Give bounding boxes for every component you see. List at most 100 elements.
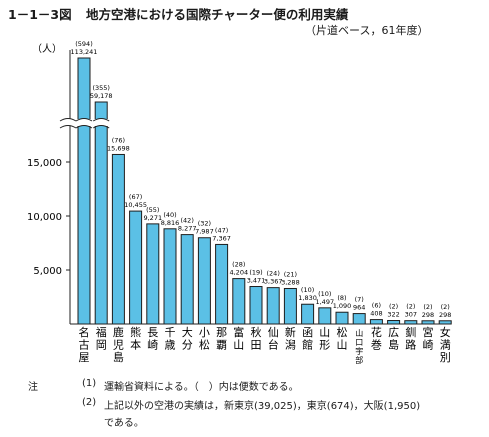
flight-count-label: (67) — [129, 193, 142, 201]
bar — [266, 287, 280, 325]
x-tick-label: 名古屋 — [79, 325, 90, 364]
x-tick-label: 女満別 — [440, 325, 451, 364]
data-label: 1,090 — [333, 302, 352, 310]
note-2-continuation: である。 — [104, 418, 144, 429]
x-tick-label: 山口宇部 — [355, 328, 363, 365]
bar — [180, 234, 194, 325]
axis-break-mark — [75, 125, 93, 129]
data-label: 10,455 — [124, 201, 147, 209]
bar — [318, 307, 332, 325]
data-label: 298 — [439, 311, 451, 319]
axis-break-gap — [60, 119, 76, 126]
flight-count-label: (55) — [146, 206, 159, 214]
bar — [301, 303, 315, 325]
flight-count-label: (2) — [441, 303, 450, 311]
axis-break-mark — [75, 118, 93, 122]
x-tick-label: 小松 — [199, 326, 210, 352]
y-tick-label: 15,000 — [27, 158, 62, 169]
y-tick-label: 5,000 — [33, 266, 62, 277]
data-label: 3,367 — [264, 278, 283, 286]
data-label: 4,204 — [229, 269, 248, 277]
flight-count-label: (24) — [267, 270, 280, 278]
note-2-text: 上記以外の空港の実績は，新東京(39,025)，東京(674)，大阪(1,950… — [104, 401, 421, 412]
bar — [94, 101, 108, 325]
y-tick-label: 10,000 — [27, 212, 62, 223]
x-tick-label: 山形 — [319, 326, 330, 352]
x-tick-label: 熊本 — [130, 325, 141, 352]
data-label: 7,367 — [212, 234, 231, 242]
flight-count-label: (2) — [389, 303, 398, 311]
flight-count-label: (8) — [337, 294, 346, 302]
x-tick-label: 函館 — [302, 326, 313, 352]
data-label: 1,497 — [315, 298, 334, 306]
x-tick-label: 大分 — [182, 325, 193, 352]
flight-count-label: (2) — [423, 303, 432, 311]
bar — [163, 228, 177, 325]
data-label: 15,698 — [107, 144, 130, 152]
data-label: 307 — [405, 311, 417, 319]
data-label: 8,277 — [178, 225, 197, 233]
data-label: 322 — [387, 311, 399, 319]
figure-title-row: 1－1－3図 地方空港における国際チャーター便の利用実績 — [8, 4, 348, 23]
bar — [387, 320, 401, 325]
axis-break-mark — [59, 125, 77, 129]
x-tick-label: 秋田 — [251, 325, 262, 352]
data-label: 3,471 — [247, 277, 266, 285]
bar — [111, 153, 125, 325]
note-2-number: (2) — [82, 397, 97, 408]
flight-count-label: (355) — [92, 84, 109, 92]
axis-break-mark — [59, 118, 77, 122]
x-tick-label: 千歳 — [165, 326, 176, 352]
bar — [146, 223, 160, 325]
bar — [369, 319, 383, 325]
note-label: 注 — [28, 382, 38, 393]
bar — [215, 243, 229, 325]
bar — [352, 313, 366, 325]
flight-count-label: (42) — [181, 217, 194, 225]
x-tick-label: 富山 — [233, 325, 244, 352]
data-label: 298 — [422, 311, 434, 319]
flight-count-label: (10) — [301, 286, 314, 294]
flight-count-label: (7) — [355, 296, 364, 304]
x-tick-label: 広島 — [388, 326, 399, 352]
x-tick-label: 那覇 — [216, 326, 227, 352]
data-label: 3,288 — [281, 278, 300, 286]
flight-count-label: (76) — [112, 136, 125, 144]
flight-count-label: (594) — [75, 40, 92, 48]
axis-break-mark — [92, 125, 110, 129]
figure-number: 1－1－3図 — [8, 7, 72, 22]
flight-count-label: (10) — [318, 290, 331, 298]
flight-count-label: (6) — [372, 302, 381, 310]
bar — [129, 210, 143, 325]
x-tick-label: 長崎 — [147, 326, 158, 352]
bar — [232, 278, 246, 325]
x-tick-label: 鹿児島 — [113, 325, 124, 364]
flight-count-label: (32) — [198, 220, 211, 228]
note-1-number: (1) — [82, 378, 97, 389]
bar — [335, 311, 349, 325]
y-axis-label: （人） — [32, 43, 62, 55]
data-label: 408 — [370, 310, 382, 318]
figure-title: 地方空港における国際チャーター便の利用実績 — [85, 7, 349, 22]
axis-break-gap — [93, 119, 110, 126]
flight-count-label: (28) — [232, 261, 245, 269]
bar — [197, 237, 211, 325]
note-1-text: 運輸省資料による。（ ）内は便数である。 — [104, 382, 299, 393]
flight-count-label: (47) — [215, 226, 228, 234]
flight-count-label: (21) — [284, 270, 297, 278]
data-label: 59,178 — [90, 92, 113, 100]
data-label: 7,987 — [195, 228, 214, 236]
axis-break-gap — [76, 119, 92, 126]
figure-subtitle: （片道ベース，61年度） — [305, 24, 429, 37]
data-label: 1,830 — [298, 294, 317, 302]
flight-count-label: (2) — [406, 303, 415, 311]
bar — [77, 57, 91, 325]
x-tick-label: 松山 — [337, 325, 348, 352]
bar — [249, 286, 263, 325]
x-tick-label: 宮崎 — [423, 325, 434, 352]
data-label: 964 — [353, 304, 365, 312]
bar — [283, 287, 297, 325]
flight-count-label: (40) — [163, 211, 176, 219]
data-label: 8,816 — [161, 219, 180, 227]
